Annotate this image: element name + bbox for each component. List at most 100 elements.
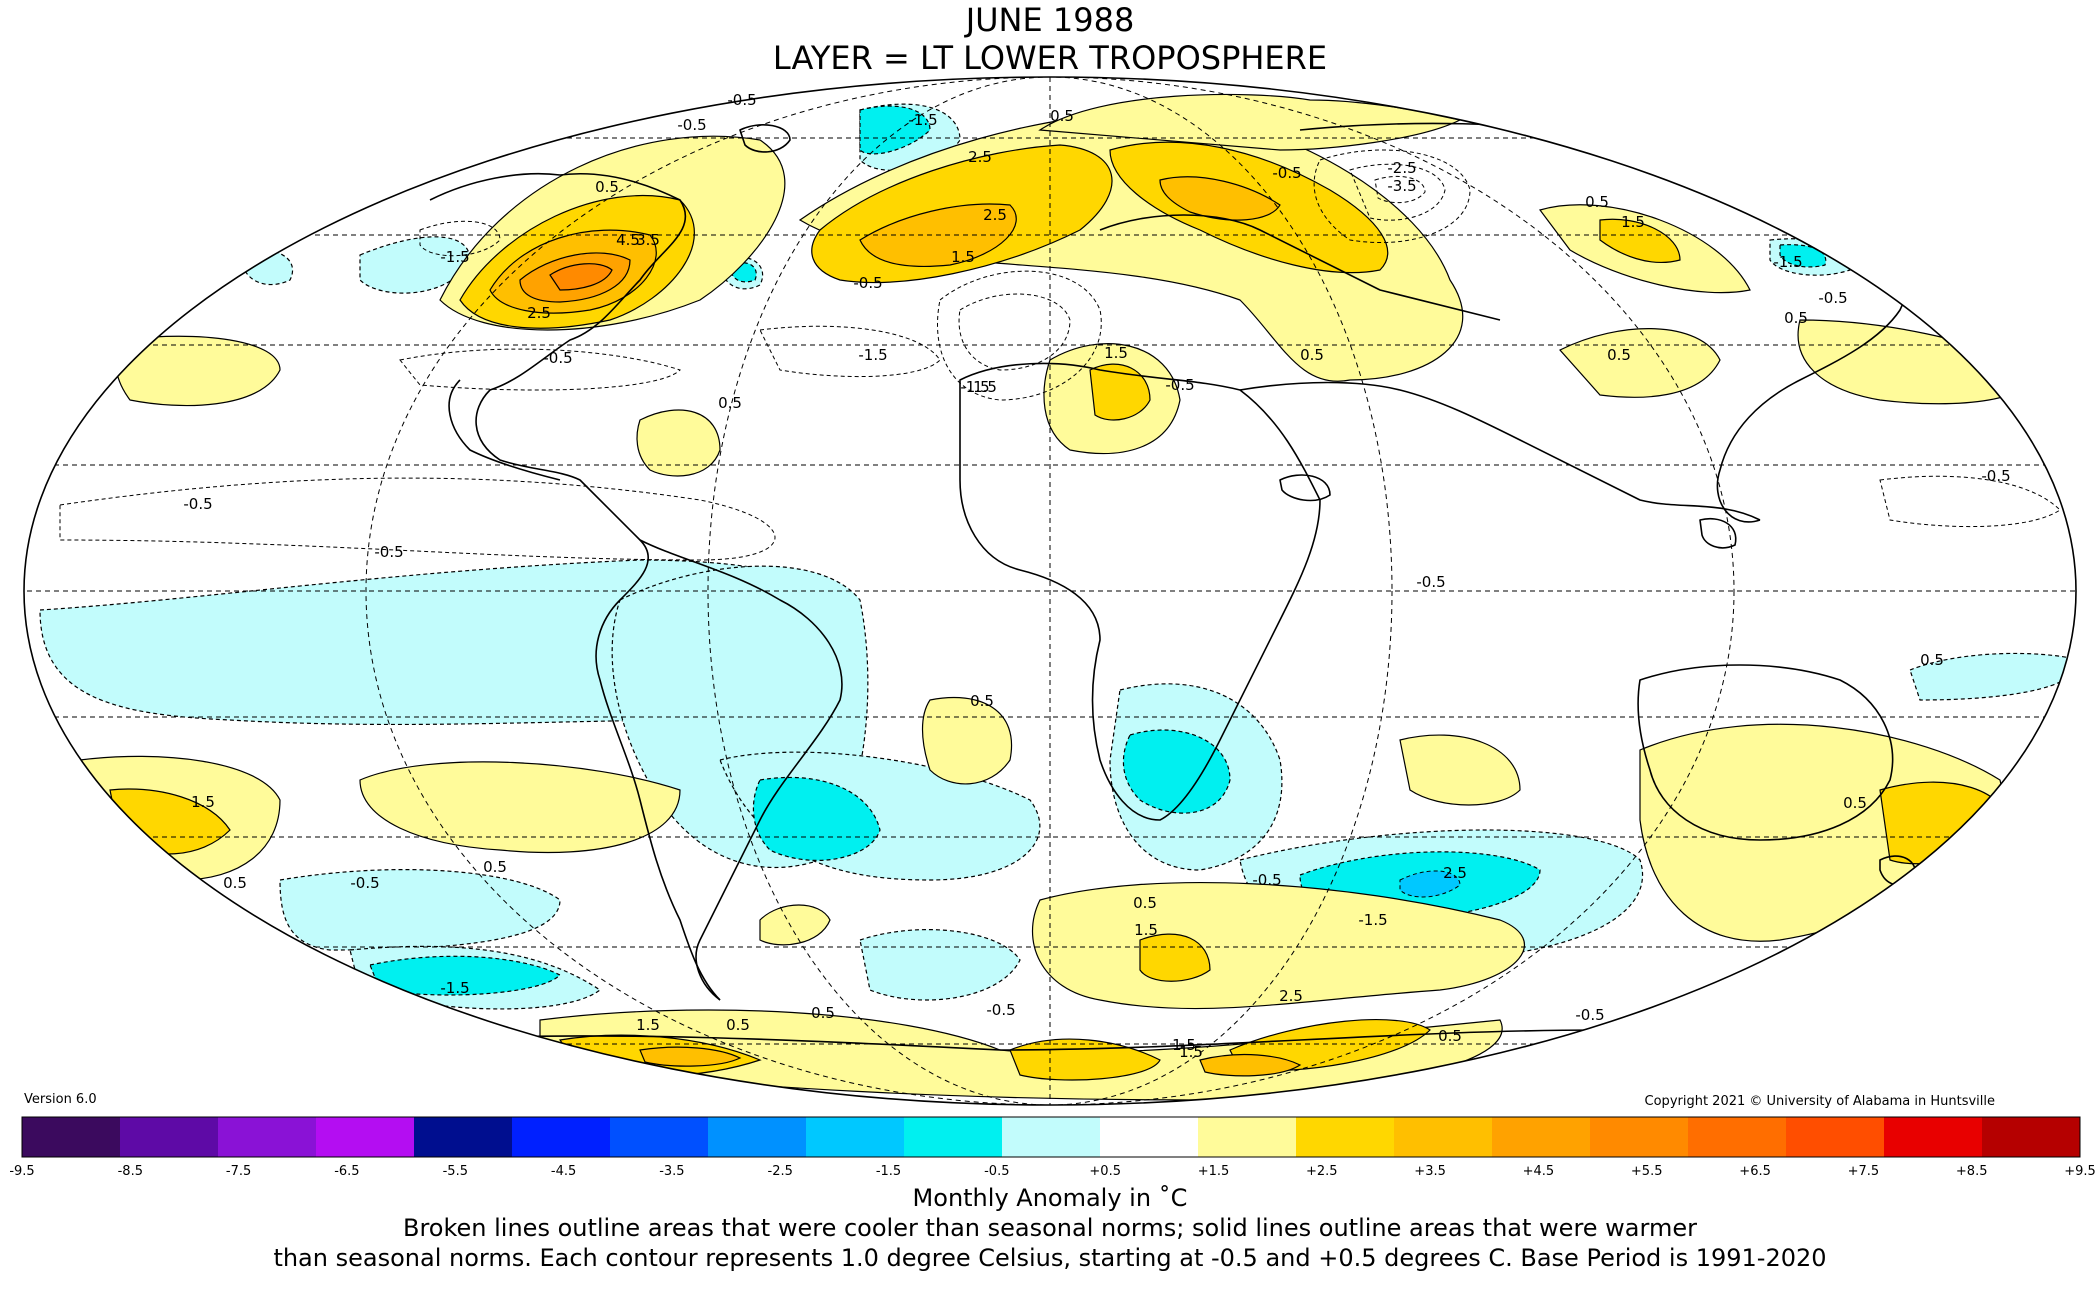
units-label: Monthly Anomaly in ˚C (912, 1184, 1188, 1212)
contour-value-label: -0.5 (1252, 871, 1281, 889)
footnote-line-1: Broken lines outline areas that were coo… (403, 1214, 1697, 1242)
cool-contours (59, 149, 2061, 561)
contour-value-label: -0.5 (1575, 1006, 1604, 1024)
contour-value-label: 0.5 (483, 858, 507, 876)
color-swatch (1492, 1117, 1591, 1157)
contour-value-label: 1.5 (973, 378, 997, 396)
scale-tick-label: -0.5 (984, 1164, 1009, 1179)
color-swatch (1884, 1117, 1983, 1157)
contour-value-label: 0.5 (595, 178, 619, 196)
contour-value-label: 0.5 (1607, 346, 1631, 364)
color-swatch (1590, 1117, 1689, 1157)
contour-value-label: -1.5 (858, 346, 887, 364)
layer-subtitle: LAYER = LT LOWER TROPOSPHERE (772, 39, 1328, 77)
scale-tick-label: +5.5 (1631, 1164, 1663, 1179)
color-swatch (806, 1117, 905, 1157)
contour-value-label: -0.5 (183, 495, 212, 513)
contour-value-label: 1.5 (1104, 344, 1128, 362)
contour-value-label: 2.5 (968, 148, 992, 166)
contour-value-label: -0.5 (1416, 573, 1445, 591)
contour-value-label: 0.5 (718, 394, 742, 412)
contour-value-label: 2.5 (983, 206, 1007, 224)
color-swatch (1198, 1117, 1297, 1157)
contour-labels: -0.5 -0.5 -1.5 0.5 4.53.5 2.5 -1.5 -0.5 2.5 1.5 0.… (183, 91, 2010, 1061)
contour-value-label: -1.5 (1773, 253, 1802, 271)
scale-tick-label: -6.5 (334, 1164, 359, 1179)
contour-value-label: -0.5 (543, 349, 572, 367)
color-swatch (1982, 1117, 2081, 1157)
contour-value-label: 0.5 (1843, 794, 1867, 812)
color-swatch (1002, 1117, 1101, 1157)
contour-value-label: 1.5 (191, 793, 215, 811)
contour-value-label: 1.5 (951, 248, 975, 266)
contour-value-label: -0.5 (350, 874, 379, 892)
contour-value-label: 2.5 (527, 304, 551, 322)
contour-value-label: -2.5 (1387, 159, 1416, 177)
contour-value-label: 0.5 (1585, 193, 1609, 211)
contour-value-label: 0.5 (1438, 1027, 1462, 1045)
map-title: JUNE 1988 (965, 1, 1135, 39)
color-swatch (708, 1117, 807, 1157)
scale-tick-label: -7.5 (226, 1164, 251, 1179)
contour-value-label: 1.5 (1172, 1036, 1196, 1054)
color-swatch (22, 1117, 121, 1157)
contour-value-label: -1.5 (440, 248, 469, 266)
contour-value-label: 0.5 (1300, 346, 1324, 364)
contour-value-label: 1.5 (1134, 921, 1158, 939)
contour-value-label: 0.5 (726, 1016, 750, 1034)
contour-value-label: -0.5 (853, 274, 882, 292)
scale-tick-label: -8.5 (118, 1164, 143, 1179)
scale-tick-label: +9.5 (2064, 1164, 2096, 1179)
contour-value-label: 0.5 (1050, 107, 1074, 125)
contour-value-label: 0.5 (970, 692, 994, 710)
scale-tick-label: +1.5 (1198, 1164, 1230, 1179)
contour-value-label: 2.5 (1279, 987, 1303, 1005)
color-swatch (1296, 1117, 1395, 1157)
contour-value-label: -0.5 (374, 543, 403, 561)
contour-value-label: -0.5 (1981, 467, 2010, 485)
contour-value-label: 0.5 (1133, 894, 1157, 912)
contour-value-label: -0.5 (727, 91, 756, 109)
color-swatch (414, 1117, 513, 1157)
contour-value-label: 0.5 (811, 1004, 835, 1022)
color-swatch (218, 1117, 317, 1157)
contour-value-label: -0.5 (677, 116, 706, 134)
scale-tick-label: +8.5 (1956, 1164, 1988, 1179)
color-swatch (904, 1117, 1003, 1157)
contour-value-label: -1.5 (1358, 911, 1387, 929)
contour-value-label: -3.5 (1387, 177, 1416, 195)
contour-value-label: -0.5 (1272, 164, 1301, 182)
contour-value-label: 1.5 (1179, 1043, 1203, 1061)
scale-tick-label: -2.5 (768, 1164, 793, 1179)
contour-value-label: 0.5 (1920, 651, 1944, 669)
scale-tick-label: -4.5 (551, 1164, 576, 1179)
contour-value-label: 1.5 (1621, 213, 1645, 231)
color-swatch (1688, 1117, 1787, 1157)
contour-value-label: 3.5 (636, 231, 660, 249)
scale-tick-label: -5.5 (443, 1164, 468, 1179)
color-swatch (610, 1117, 709, 1157)
color-swatch (1786, 1117, 1885, 1157)
color-swatch (1100, 1117, 1199, 1157)
scale-tick-label: +2.5 (1306, 1164, 1338, 1179)
contour-value-label: 2.5 (1443, 864, 1467, 882)
scale-tick-label: -9.5 (9, 1164, 34, 1179)
contour-value-label: -0.5 (986, 1001, 1015, 1019)
color-swatch (316, 1117, 415, 1157)
contour-value-label: -0.5 (1818, 289, 1847, 307)
color-swatch (512, 1117, 611, 1157)
contour-value-label: 0.5 (223, 874, 247, 892)
scale-tick-label: +0.5 (1089, 1164, 1121, 1179)
version-label: Version 6.0 (24, 1092, 97, 1107)
map-border (23, 76, 2077, 1106)
color-scale-frame (21, 1116, 2081, 1158)
contour-value-label: -1.5 (960, 378, 989, 396)
color-swatch (1394, 1117, 1493, 1157)
contour-value-label: 4.5 (616, 231, 640, 249)
contour-value-label: 0.5 (1784, 309, 1808, 327)
scale-tick-label: +3.5 (1414, 1164, 1446, 1179)
footnote-line-2: than seasonal norms. Each contour repres… (273, 1244, 1827, 1272)
copyright-label: Copyright 2021 © University of Alabama i… (1644, 1094, 1995, 1109)
